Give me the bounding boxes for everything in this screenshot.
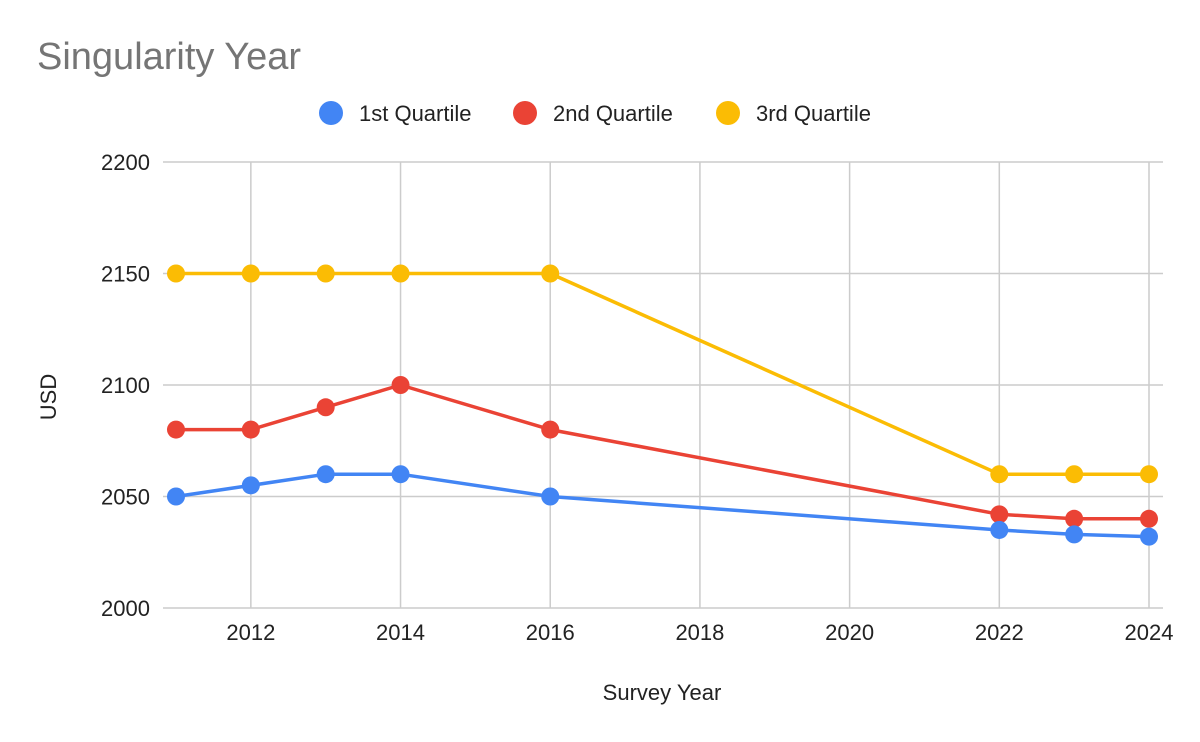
x-tick-label: 2018 <box>675 620 724 645</box>
data-point-series-3[interactable] <box>541 264 560 283</box>
legend-label-2: 2nd Quartile <box>553 101 673 126</box>
data-point-series-2[interactable] <box>167 420 185 439</box>
x-tick-label: 2016 <box>526 620 575 645</box>
x-axis-title: Survey Year <box>603 680 722 705</box>
data-point-series-2[interactable] <box>316 398 335 417</box>
data-point-series-3[interactable] <box>990 465 1009 484</box>
y-tick-label: 2100 <box>101 373 150 398</box>
data-point-series-3[interactable] <box>316 264 335 283</box>
data-point-series-2[interactable] <box>391 376 410 394</box>
series-lines <box>174 271 1151 539</box>
legend-marker-2 <box>513 101 537 125</box>
y-tick-label: 2150 <box>101 262 150 287</box>
data-point-series-1[interactable] <box>391 465 410 484</box>
data-point-series-1[interactable] <box>1065 525 1084 544</box>
data-point-series-2[interactable] <box>241 420 260 439</box>
y-axis-ticks: 2000 2050 2100 2150 2200 <box>101 150 150 621</box>
legend-marker-3 <box>716 101 740 125</box>
y-gridlines <box>163 161 1163 609</box>
data-point-series-3[interactable] <box>1140 465 1158 484</box>
x-tick-label: 2022 <box>975 620 1024 645</box>
data-point-series-1[interactable] <box>241 476 260 495</box>
data-point-series-2[interactable] <box>1065 509 1084 528</box>
data-point-series-1[interactable] <box>1140 527 1158 546</box>
data-point-series-1[interactable] <box>167 487 185 506</box>
legend-label-3: 3rd Quartile <box>756 101 871 126</box>
data-point-series-1[interactable] <box>316 465 335 484</box>
x-tick-label: 2012 <box>226 620 275 645</box>
data-point-series-2[interactable] <box>990 505 1009 524</box>
data-point-series-1[interactable] <box>990 520 1009 539</box>
legend: 1st Quartile 2nd Quartile 3rd Quartile <box>319 101 871 126</box>
x-tick-label: 2020 <box>825 620 874 645</box>
legend-marker-1 <box>319 101 343 125</box>
data-point-series-3[interactable] <box>167 264 185 283</box>
x-axis-ticks: 2012 2014 2016 2018 2020 2022 2024 <box>226 620 1173 645</box>
data-point-series-3[interactable] <box>1065 465 1084 484</box>
y-tick-label: 2050 <box>101 485 150 510</box>
data-point-series-2[interactable] <box>541 420 560 439</box>
series-points <box>167 264 1158 546</box>
x-tick-label: 2024 <box>1125 620 1174 645</box>
legend-label-1: 1st Quartile <box>359 101 472 126</box>
x-tick-label: 2014 <box>376 620 425 645</box>
series-line-3 <box>174 271 1151 476</box>
y-tick-label: 2200 <box>101 150 150 175</box>
data-point-series-3[interactable] <box>391 264 410 283</box>
data-point-series-2[interactable] <box>1140 509 1158 528</box>
y-tick-label: 2000 <box>101 596 150 621</box>
series-line-1 <box>174 472 1151 539</box>
data-point-series-1[interactable] <box>541 487 560 506</box>
series-line-2 <box>174 383 1151 521</box>
chart-title: Singularity Year <box>37 36 301 78</box>
y-axis-title: USD <box>36 374 61 420</box>
data-point-series-3[interactable] <box>241 264 260 283</box>
